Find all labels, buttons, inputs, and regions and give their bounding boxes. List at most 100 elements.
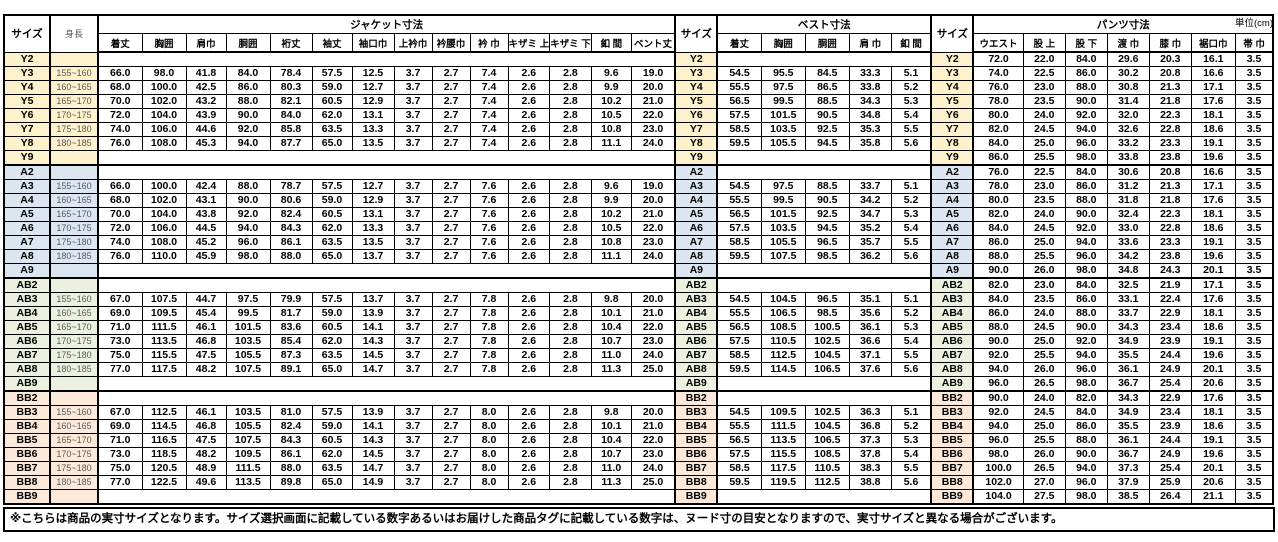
height-cell: 180~185 [49, 249, 99, 264]
jacket-value-cell: 2.8 [549, 193, 592, 208]
size-cell: A9 [674, 263, 719, 279]
pants-value-cell: 90.0 [972, 334, 1024, 349]
vest-value-cell: 119.5 [760, 475, 806, 490]
jacket-value-cell: 60.5 [311, 94, 353, 109]
size-cell: BB9 [3, 489, 51, 505]
jacket-value-cell: 10.4 [590, 433, 632, 448]
pants-value-cell: 94.0 [972, 419, 1024, 434]
jacket-value-cell: 2.8 [549, 179, 592, 194]
jacket-value-cell: 2.8 [549, 447, 592, 462]
pants-value-cell: 23.4 [1148, 405, 1192, 420]
height-cell: 170~175 [49, 108, 99, 123]
jacket-column-header: 袖口巾 [351, 33, 395, 53]
pants-value-cell: 90.0 [972, 263, 1024, 279]
pants-value-cell: 22.5 [1022, 164, 1066, 180]
size-column-header: サイズ [3, 14, 51, 53]
pants-value-cell: 25.4 [1148, 376, 1192, 392]
jacket-column-header: 衿腰巾 [431, 33, 471, 53]
jacket-column-header: キザミ 下 [549, 33, 592, 53]
pants-value-cell: 23.8 [1148, 150, 1192, 166]
pants-value-cell: 36.1 [1106, 433, 1150, 448]
size-cell: AB8 [674, 362, 719, 377]
pants-value-cell: 3.5 [1234, 390, 1274, 406]
vest-value-cell: 115.5 [760, 447, 806, 462]
size-cell: AB2 [674, 277, 719, 293]
pants-value-cell: 3.5 [1234, 122, 1274, 137]
vest-value-cell: 99.5 [760, 193, 806, 208]
pants-value-cell: 33.6 [1106, 235, 1150, 250]
vest-value-cell: 55.5 [716, 193, 762, 208]
size-cell: AB4 [930, 306, 975, 321]
jacket-value-cell: 2.6 [507, 292, 551, 307]
height-cell: 175~180 [49, 348, 99, 363]
pants-value-cell: 18.1 [1190, 108, 1236, 123]
jacket-value-cell: 2.6 [507, 249, 551, 264]
jacket-value-cell: 3.7 [393, 207, 433, 222]
pants-value-cell: 22.9 [1148, 390, 1192, 406]
pants-value-cell: 23.0 [1022, 80, 1066, 95]
jacket-value-cell: 20.0 [630, 80, 676, 95]
pants-value-cell: 30.6 [1106, 164, 1150, 180]
pants-value-cell: 31.8 [1106, 193, 1150, 208]
pants-value-cell: 3.5 [1234, 136, 1274, 151]
jacket-value-cell: 7.4 [469, 136, 509, 151]
pants-value-cell: 88.0 [1064, 306, 1108, 321]
jacket-value-cell: 72.0 [97, 221, 143, 236]
pants-value-cell: 94.0 [1064, 235, 1108, 250]
vest-value-cell: 110.5 [760, 334, 806, 349]
vest-value-cell: 100.5 [804, 320, 850, 335]
jacket-value-cell: 88.0 [225, 179, 271, 194]
jacket-value-cell: 13.9 [351, 306, 395, 321]
vest-value-cell: 109.5 [760, 405, 806, 420]
vest-value-cell: 110.5 [804, 461, 850, 476]
pants-value-cell: 24.0 [1022, 306, 1066, 321]
vest-value-cell: 107.5 [760, 249, 806, 264]
jacket-value-cell: 10.5 [590, 108, 632, 123]
pants-value-cell: 3.5 [1234, 164, 1274, 180]
vest-value-cell: 108.5 [804, 447, 850, 462]
size-cell: BB8 [674, 475, 719, 490]
jacket-value-cell: 44.7 [185, 292, 227, 307]
vest-value-cell: 38.3 [848, 461, 892, 476]
pants-value-cell: 25.0 [1022, 235, 1066, 250]
jacket-value-cell: 3.7 [393, 461, 433, 476]
jacket-value-cell: 71.0 [97, 433, 143, 448]
pants-value-cell: 98.0 [1064, 489, 1108, 505]
jacket-value-cell: 7.8 [469, 292, 509, 307]
size-cell: A8 [3, 249, 51, 264]
jacket-value-cell: 48.9 [185, 461, 227, 476]
jacket-value-cell: 44.5 [185, 221, 227, 236]
jacket-value-cell: 8.0 [469, 475, 509, 490]
jacket-value-cell: 106.0 [141, 122, 187, 137]
jacket-value-cell: 62.0 [311, 447, 353, 462]
jacket-value-cell: 43.9 [185, 108, 227, 123]
vest-value-cell: 94.5 [804, 136, 850, 151]
jacket-value-cell: 70.0 [97, 94, 143, 109]
size-cell: BB3 [674, 405, 719, 420]
pants-value-cell: 90.0 [1064, 94, 1108, 109]
jacket-value-cell: 21.0 [630, 94, 676, 109]
jacket-value-cell: 20.0 [630, 193, 676, 208]
vest-value-cell: 36.2 [848, 249, 892, 264]
jacket-value-cell: 7.8 [469, 334, 509, 349]
jacket-value-cell: 117.5 [141, 362, 187, 377]
size-column-header: サイズ [674, 14, 719, 53]
pants-column-header: 渡 巾 [1106, 33, 1150, 53]
pants-value-cell: 25.5 [1022, 348, 1066, 363]
jacket-value-cell: 46.1 [185, 405, 227, 420]
jacket-column-header: ベント丈 [630, 33, 676, 53]
jacket-value-cell: 2.7 [431, 433, 471, 448]
vest-value-cell: 38.8 [848, 475, 892, 490]
jacket-value-cell: 60.5 [311, 433, 353, 448]
pants-value-cell: 25.0 [1022, 136, 1066, 151]
vest-value-cell: 59.5 [716, 136, 762, 151]
size-cell: BB5 [674, 433, 719, 448]
vest-value-cell: 111.5 [760, 419, 806, 434]
jacket-value-cell: 43.1 [185, 193, 227, 208]
size-cell: BB3 [930, 405, 975, 420]
vest-empty-cell [716, 263, 932, 279]
jacket-empty-cell [97, 51, 676, 67]
vest-value-cell: 106.5 [804, 433, 850, 448]
size-cell: A2 [674, 164, 719, 180]
jacket-value-cell: 2.8 [549, 461, 592, 476]
